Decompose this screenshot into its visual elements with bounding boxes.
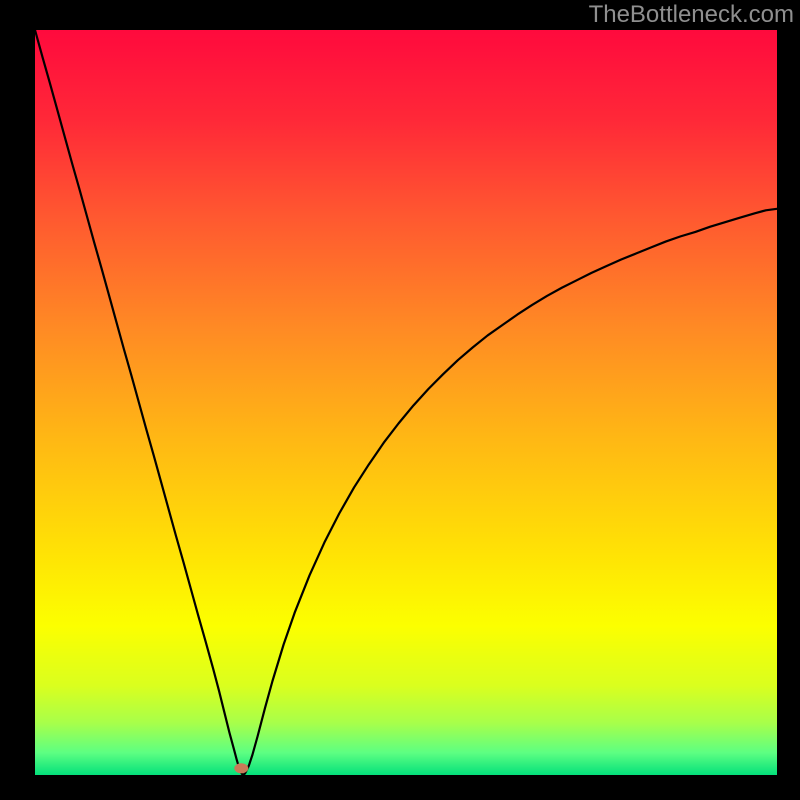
bottleneck-chart-svg bbox=[0, 0, 800, 800]
chart-root: TheBottleneck.com bbox=[0, 0, 800, 800]
plot-background-gradient bbox=[35, 30, 777, 775]
optimum-marker bbox=[234, 763, 248, 773]
